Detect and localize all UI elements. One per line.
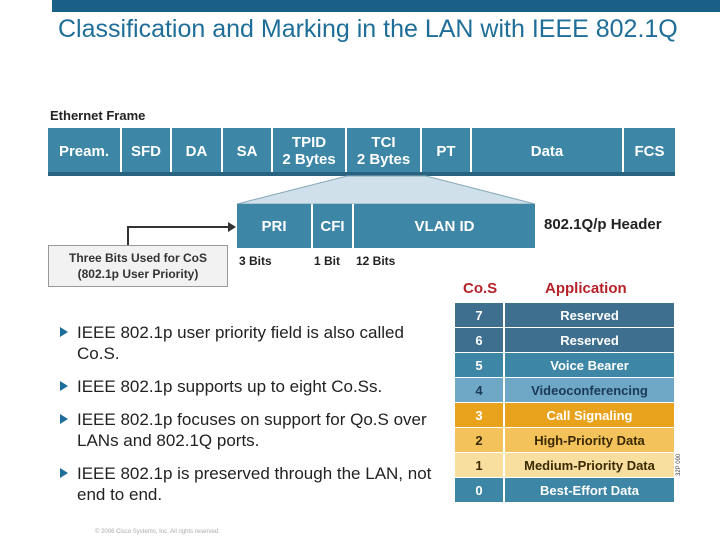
table-row: 4 Videoconferencing	[455, 378, 674, 402]
table-row: 1 Medium-Priority Data	[455, 453, 674, 477]
ethernet-frame-label: Ethernet Frame	[50, 108, 146, 123]
cos-bits-callout: Three Bits Used for CoS (802.1p User Pri…	[48, 245, 228, 287]
table-row: 2 High-Priority Data	[455, 428, 674, 452]
bullet-item: IEEE 802.1p supports up to eight Co.Ss.	[60, 376, 440, 397]
callout-line-2: (802.1p User Priority)	[77, 267, 199, 281]
bullet-arrow-icon	[60, 468, 68, 478]
frame-field-preamble: Pream.	[48, 128, 122, 174]
frame-field-sfd: SFD	[122, 128, 172, 174]
application-value: Call Signaling	[505, 403, 674, 427]
application-value: Reserved	[505, 303, 674, 327]
frame-field-data: Data	[472, 128, 624, 174]
bullet-list: IEEE 802.1p user priority field is also …	[60, 322, 440, 517]
frame-field-sa: SA	[223, 128, 273, 174]
cos-value: 3	[455, 403, 503, 427]
table-row: 6 Reserved	[455, 328, 674, 352]
figure-code: 32P 090	[676, 453, 682, 476]
funnel-shape	[236, 175, 536, 205]
cos-value: 0	[455, 478, 503, 502]
top-bar	[0, 0, 720, 12]
cos-value: 4	[455, 378, 503, 402]
cos-value: 7	[455, 303, 503, 327]
application-value: High-Priority Data	[505, 428, 674, 452]
header-field-vlan-id: VLAN ID	[354, 204, 535, 248]
header-field-row: PRI CFI VLAN ID	[237, 204, 535, 248]
ethernet-frame-row: Pream. SFD DA SA TPID 2 Bytes TCI 2 Bytes …	[48, 128, 675, 174]
frame-field-tci: TCI 2 Bytes	[347, 128, 422, 174]
bullet-arrow-icon	[60, 381, 68, 391]
top-bar-notch	[0, 0, 52, 12]
cos-column-header: Co.S	[463, 280, 498, 297]
application-value: Best-Effort Data	[505, 478, 674, 502]
copyright-notice: © 2006 Cisco Systems, Inc. All rights re…	[95, 529, 220, 535]
application-value: Medium-Priority Data	[505, 453, 674, 477]
table-row: 3 Call Signaling	[455, 403, 674, 427]
header-field-pri: PRI	[237, 204, 313, 248]
bits-vlan-id: 12 Bits	[356, 254, 396, 268]
application-column-header: Application	[545, 280, 627, 297]
bits-pri: 3 Bits	[239, 254, 272, 268]
frame-field-pt: PT	[422, 128, 472, 174]
table-row: 5 Voice Bearer	[455, 353, 674, 377]
bullet-item: IEEE 802.1p is preserved through the LAN…	[60, 463, 440, 505]
application-value: Reserved	[505, 328, 674, 352]
frame-field-tpid: TPID 2 Bytes	[273, 128, 347, 174]
slide-title: Classification and Marking in the LAN wi…	[58, 15, 678, 43]
bullet-item: IEEE 802.1p user priority field is also …	[60, 322, 440, 364]
cos-value: 1	[455, 453, 503, 477]
callout-line-1: Three Bits Used for CoS	[68, 251, 208, 265]
frame-field-fcs: FCS	[624, 128, 675, 174]
table-row: 7 Reserved	[455, 303, 674, 327]
callout-arrow-head	[228, 222, 236, 232]
frame-row-shadow	[48, 172, 675, 176]
cos-value: 2	[455, 428, 503, 452]
bullet-arrow-icon	[60, 327, 68, 337]
bits-cfi: 1 Bit	[314, 254, 341, 268]
cos-value: 6	[455, 328, 503, 352]
application-value: Voice Bearer	[505, 353, 674, 377]
application-value: Videoconferencing	[505, 378, 674, 402]
cos-value: 5	[455, 353, 503, 377]
bullet-arrow-icon	[60, 414, 68, 424]
header-label: 802.1Q/p Header	[544, 216, 662, 233]
header-field-cfi: CFI	[313, 204, 354, 248]
cos-application-table: 7 Reserved 6 Reserved 5 Voice Bearer 4 Videocon…	[455, 303, 674, 503]
callout-arrow-line	[127, 226, 230, 245]
table-row: 0 Best-Effort Data	[455, 478, 674, 502]
bullet-item: IEEE 802.1p focuses on support for Qo.S …	[60, 409, 440, 451]
frame-field-da: DA	[172, 128, 223, 174]
